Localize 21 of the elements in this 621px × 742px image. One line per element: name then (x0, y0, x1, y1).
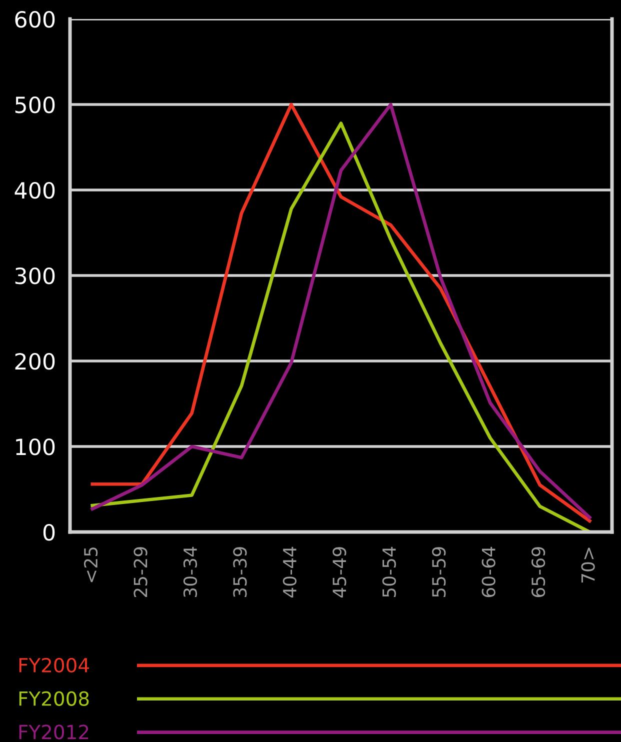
y-tick-label: 600 (15, 10, 55, 28)
x-tick-label: 50-54 (382, 546, 396, 597)
x-tick-label: <25 (84, 547, 98, 582)
y-tick-label: 500 (15, 96, 55, 114)
y-tick-label: 200 (15, 352, 55, 370)
text: FY2008 (19, 691, 89, 706)
x-tick-label: 40-44 (282, 546, 297, 598)
x-tick-label: 70> (581, 548, 595, 583)
y-tick-label: 300 (15, 267, 55, 284)
x-tick-label: 25-29 (134, 547, 148, 598)
x-tick-label: 65-69 (531, 547, 546, 598)
text: FY2004 (19, 658, 89, 673)
x-tick-label: 55-59 (432, 547, 446, 597)
y-tick-label: 0 (43, 524, 55, 541)
x-tick-label: 45-49 (332, 547, 346, 598)
x-tick-label: 30-34 (183, 546, 198, 597)
y-tick-label: 400 (14, 182, 55, 199)
x-tick-label: 60-64 (482, 546, 496, 598)
x-tick-label: 35-39 (233, 547, 247, 597)
y-tick-label: 100 (16, 438, 55, 456)
text: FY2012 (19, 724, 88, 740)
